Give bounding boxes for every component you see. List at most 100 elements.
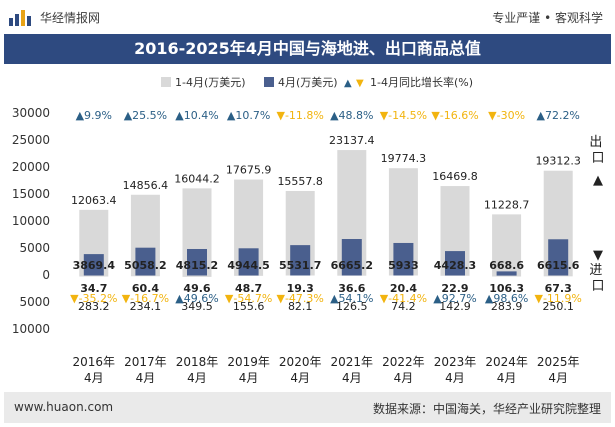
import-arrow-down-icon: ▼	[593, 248, 603, 263]
bar-import-april	[187, 275, 207, 276]
export-side-label: 出 口	[589, 135, 606, 166]
bar-export-total	[492, 214, 522, 275]
bar-import-april	[238, 275, 259, 276]
bar-import-total	[79, 275, 109, 277]
legend-swatch-total	[161, 77, 171, 87]
label-export-april: 5933	[388, 259, 419, 272]
y-tick-label: 10000	[12, 322, 50, 336]
bar-import-total	[543, 275, 573, 277]
legend-label-april: 4月(万美元)	[278, 76, 338, 89]
growth-import: ▼-16.7%	[122, 292, 169, 305]
label-export-total: 15557.8	[277, 175, 323, 188]
label-export-total: 16469.8	[432, 170, 478, 183]
growth-import: ▼-54.7%	[225, 292, 272, 305]
label-import-total: 82.1	[288, 300, 313, 313]
top-bar: 华经情报网 专业严谨 • 客观科学	[0, 0, 615, 34]
chart-title: 2016-2025年4月中国与海地进、出口商品总值	[134, 39, 481, 58]
label-import-april: 36.6	[338, 282, 365, 295]
label-export-total: 19774.3	[381, 152, 427, 165]
x-tick-label: 2020年 4月	[279, 355, 322, 385]
bar-import-total	[182, 275, 212, 277]
x-tick-label: 2025年 4月	[537, 355, 580, 385]
bar-import-total	[130, 275, 160, 277]
bar-export-april	[341, 239, 362, 275]
bar-import-april	[135, 275, 156, 276]
import-side-label: 进 口	[589, 263, 606, 294]
bar-series	[79, 150, 573, 277]
growth-import: ▼-35.2%	[70, 292, 117, 305]
label-export-total: 16044.2	[174, 172, 220, 185]
export-side-char-2: 口	[591, 151, 604, 166]
growth-import: ▼-11.9%	[535, 292, 582, 305]
label-import-total: 126.5	[336, 300, 368, 313]
y-axis: 30000 25000 20000 15000 10000 5000 0 5000 10000	[12, 106, 50, 336]
label-import-april: 67.3	[545, 282, 572, 295]
logo-icon	[9, 10, 31, 26]
label-import-total: 349.5	[181, 300, 213, 313]
growth-export: ▲48.8%	[330, 109, 373, 122]
label-import-total: 283.9	[491, 300, 523, 313]
bar-export-april	[548, 239, 569, 275]
growth-export: ▲9.9%	[76, 109, 112, 122]
bar-export-april	[135, 247, 156, 275]
y-tick-label: 30000	[12, 106, 50, 120]
title-bar: 2016-2025年4月中国与海地进、出口商品总值	[4, 34, 611, 64]
export-side-char-1: 出	[589, 135, 602, 150]
side-labels: 出 口 ▲ ▼ 进 口	[589, 135, 606, 294]
y-tick-label: 15000	[12, 187, 50, 201]
growth-export: ▲25.5%	[124, 109, 167, 122]
brand-tagline: 专业严谨 • 客观科学	[492, 11, 603, 25]
legend-label-total: 1-4月(万美元)	[175, 76, 246, 89]
label-export-total: 12063.4	[71, 194, 117, 207]
label-export-april: 3869.4	[73, 259, 116, 272]
x-tick-label: 2019年 4月	[227, 355, 270, 385]
label-import-total: 155.6	[233, 300, 265, 313]
label-export-april: 6665.2	[331, 259, 373, 272]
growth-export: ▼-16.6%	[431, 109, 478, 122]
y-tick-label: 0	[42, 268, 50, 282]
growth-export: ▲72.2%	[536, 109, 579, 122]
growth-import: ▼-47.3%	[277, 292, 324, 305]
growth-export: ▼-30%	[488, 109, 525, 122]
bar-export-april	[83, 254, 104, 275]
label-export-april: 5531.7	[279, 259, 321, 272]
bar-import-april	[496, 275, 517, 276]
legend: 1-4月(万美元) 4月(万美元) ▲ ▼ 1-4月同比增长率(%)	[161, 75, 473, 89]
import-side-char-2: 口	[591, 279, 604, 294]
bar-import-april	[290, 275, 311, 276]
export-arrow-up-icon: ▲	[593, 173, 603, 188]
chart: 1-4月(万美元) 4月(万美元) ▲ ▼ 1-4月同比增长率(%) 30000…	[12, 75, 606, 385]
growth-labels: ▲9.9% ▼-35.2% ▲25.5% ▼-16.7% ▲10.4% ▲49.6% ▲10…	[70, 109, 582, 305]
growth-import: ▲54.1%	[330, 292, 373, 305]
label-export-april: 4815.2	[176, 259, 218, 272]
label-import-total: 250.1	[542, 300, 574, 313]
growth-export: ▲10.7%	[227, 109, 270, 122]
label-import-total: 74.2	[391, 300, 416, 313]
bar-export-april	[496, 271, 517, 275]
x-tick-label: 2024年 4月	[485, 355, 528, 385]
label-import-total: 142.9	[439, 300, 471, 313]
label-import-april: 48.7	[235, 282, 262, 295]
growth-import: ▼-41.4%	[380, 292, 427, 305]
x-tick-label: 2021年 4月	[331, 355, 374, 385]
data-labels: 12063.4 3869.4 34.7 283.2 14856.4 5058.2 60.4 2…	[71, 134, 581, 313]
brand-name: 华经情报网	[40, 11, 101, 25]
label-import-april: 19.3	[287, 282, 314, 295]
y-tick-label: 20000	[12, 160, 50, 174]
footer: www.huaon.com 数据来源：中国海关，华经产业研究院整理	[4, 392, 611, 423]
x-tick-label: 2022年 4月	[382, 355, 425, 385]
x-tick-label: 2023年 4月	[434, 355, 477, 385]
growth-import: ▲92.7%	[433, 292, 476, 305]
legend-label-growth: 1-4月同比增长率(%)	[370, 75, 473, 89]
bar-import-april	[393, 275, 414, 276]
bar-import-april	[445, 275, 465, 276]
label-import-april: 20.4	[390, 282, 417, 295]
bar-import-april	[548, 275, 569, 276]
x-tick-label: 2018年 4月	[176, 355, 219, 385]
label-import-april: 34.7	[80, 282, 107, 295]
footer-site: www.huaon.com	[14, 400, 114, 414]
bar-import-april	[341, 275, 362, 276]
growth-export: ▼-14.5%	[380, 109, 427, 122]
label-import-april: 60.4	[132, 282, 159, 295]
growth-import: ▲49.6%	[175, 292, 218, 305]
